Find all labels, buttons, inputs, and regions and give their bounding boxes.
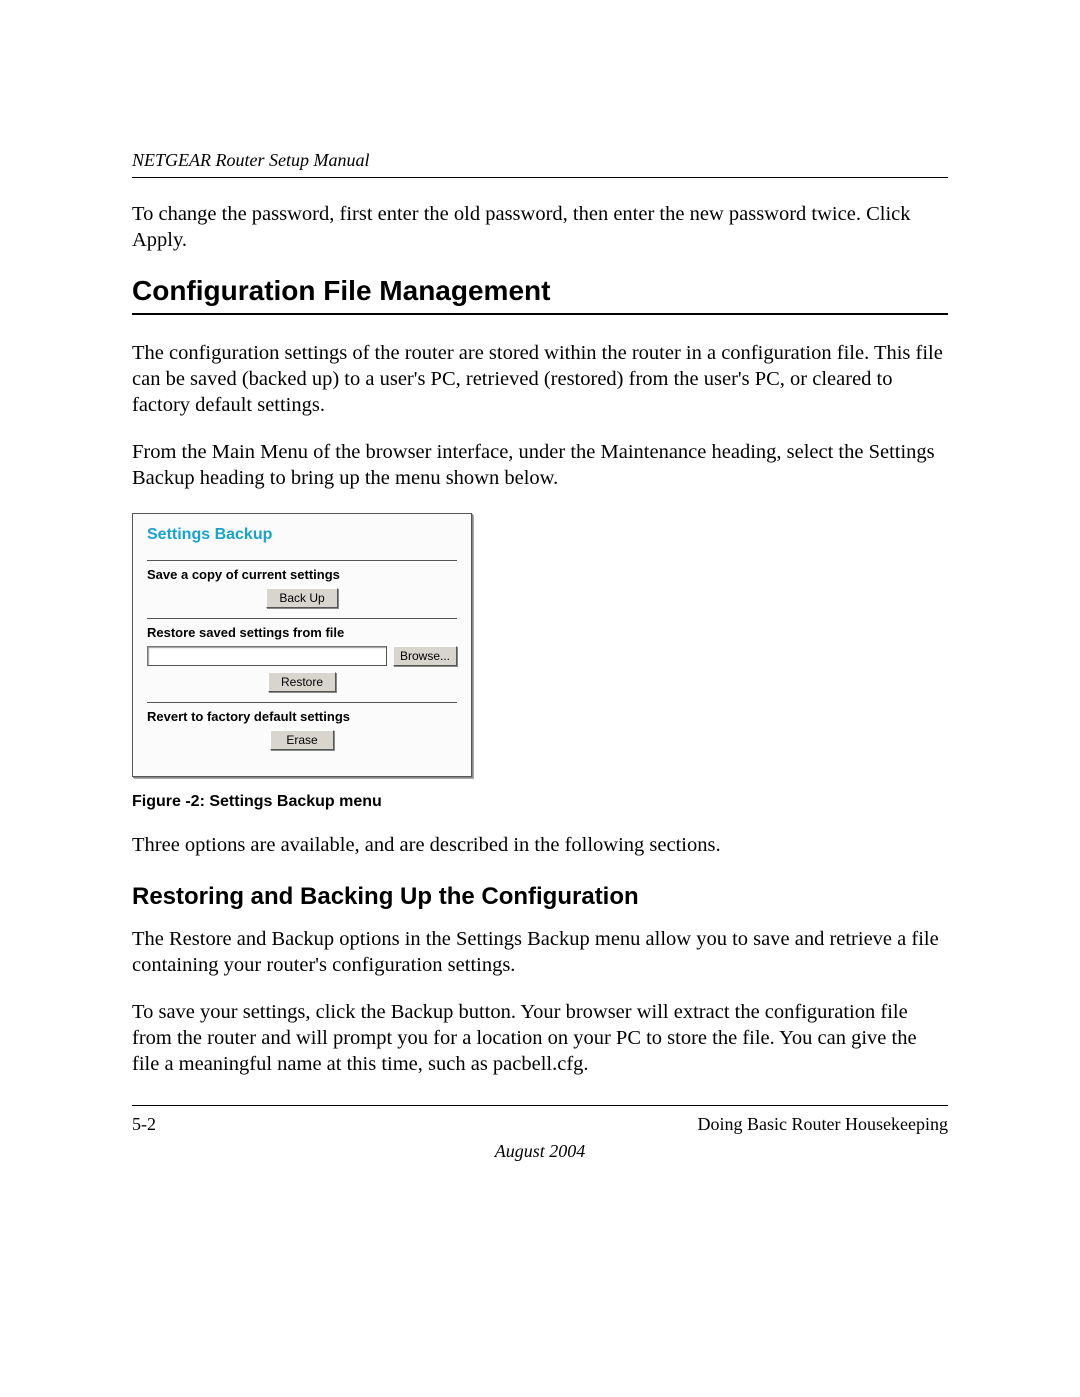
header-rule	[132, 177, 948, 178]
figure-caption: Figure -2: Settings Backup menu	[132, 793, 948, 811]
after-figure-paragraph: Three options are available, and are des…	[132, 833, 948, 859]
restore-button[interactable]: Restore	[268, 672, 336, 692]
backup-button[interactable]: Back Up	[266, 588, 337, 608]
settings-backup-panel: Settings Backup Save a copy of current s…	[132, 513, 472, 777]
footer-row: 5-2 Doing Basic Router Housekeeping	[132, 1114, 948, 1135]
chapter-title: Doing Basic Router Housekeeping	[698, 1114, 948, 1135]
erase-button[interactable]: Erase	[270, 730, 334, 750]
panel-title: Settings Backup	[147, 526, 457, 544]
heading-rule	[132, 313, 948, 315]
intro-paragraph: To change the password, first enter the …	[132, 202, 948, 253]
restore-paragraph-2: To save your settings, click the Backup …	[132, 1000, 948, 1077]
running-header: NETGEAR Router Setup Manual	[132, 150, 948, 171]
page-content: NETGEAR Router Setup Manual To change th…	[132, 150, 948, 1162]
revert-factory-label: Revert to factory default settings	[147, 702, 457, 724]
restore-saved-label: Restore saved settings from file	[147, 618, 457, 640]
save-copy-label: Save a copy of current settings	[147, 560, 457, 582]
footer-rule	[132, 1105, 948, 1106]
heading-restoring-backing-up: Restoring and Backing Up the Configurati…	[132, 883, 948, 911]
restore-paragraph-1: The Restore and Backup options in the Se…	[132, 927, 948, 978]
restore-file-input[interactable]	[147, 646, 387, 666]
page-number: 5-2	[132, 1114, 156, 1135]
browse-button[interactable]: Browse...	[393, 646, 457, 666]
heading-config-file-management: Configuration File Management	[132, 275, 948, 307]
footer-date: August 2004	[132, 1141, 948, 1162]
config-paragraph-2: From the Main Menu of the browser interf…	[132, 440, 948, 491]
config-paragraph-1: The configuration settings of the router…	[132, 341, 948, 418]
